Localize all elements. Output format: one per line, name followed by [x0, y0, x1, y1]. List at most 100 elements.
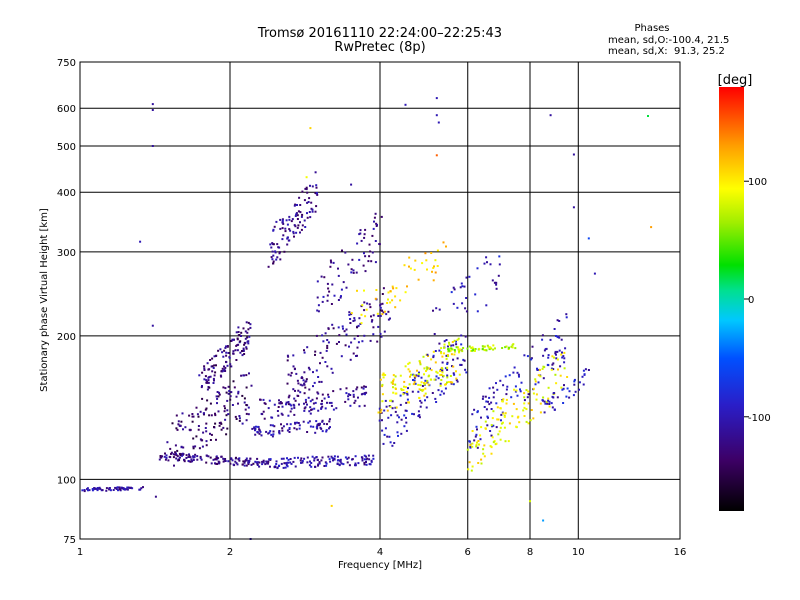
data-point — [389, 290, 392, 293]
data-point — [499, 438, 502, 441]
data-point — [353, 401, 356, 404]
data-point — [379, 332, 382, 335]
data-point — [298, 196, 301, 199]
data-point — [396, 414, 399, 417]
data-point — [280, 423, 282, 426]
data-point — [227, 352, 230, 354]
data-point — [215, 438, 217, 441]
data-point — [402, 393, 405, 396]
data-point — [332, 408, 335, 411]
data-point — [337, 267, 339, 270]
data-point — [556, 319, 559, 322]
data-point — [246, 331, 249, 334]
data-point — [480, 462, 483, 465]
data-point — [324, 332, 327, 335]
data-point — [124, 488, 127, 491]
data-point — [340, 462, 343, 465]
data-point — [210, 414, 213, 417]
data-point — [442, 374, 445, 377]
data-point — [446, 363, 449, 365]
data-point — [381, 419, 383, 422]
data-point — [313, 381, 316, 384]
data-point — [269, 458, 272, 461]
data-point — [254, 433, 257, 436]
data-point — [314, 171, 317, 174]
data-point — [232, 380, 235, 383]
data-point — [207, 379, 210, 382]
data-point — [483, 444, 486, 447]
data-point — [473, 408, 476, 411]
data-point — [284, 466, 287, 469]
data-point — [359, 232, 362, 235]
data-point — [554, 350, 557, 353]
data-point — [307, 396, 310, 399]
data-point — [544, 348, 547, 351]
data-point — [593, 272, 596, 275]
data-point — [310, 207, 313, 210]
data-point — [292, 354, 295, 357]
data-point — [244, 337, 247, 340]
data-point — [316, 309, 319, 312]
data-point — [308, 388, 311, 391]
data-point — [404, 409, 407, 412]
data-point — [358, 258, 361, 261]
data-point — [299, 231, 301, 234]
data-point — [404, 365, 407, 368]
data-point — [271, 242, 274, 245]
data-point — [449, 375, 452, 377]
data-point — [426, 368, 429, 371]
data-point — [379, 304, 382, 307]
data-point — [306, 212, 308, 215]
data-point — [349, 358, 352, 361]
data-point — [323, 397, 326, 400]
data-point — [250, 463, 253, 466]
data-point — [189, 456, 192, 459]
data-point — [486, 344, 489, 347]
data-point — [235, 418, 238, 420]
data-point — [293, 367, 296, 370]
data-point — [191, 415, 194, 418]
data-point — [181, 452, 184, 455]
data-point — [229, 395, 232, 398]
data-point — [237, 343, 240, 346]
data-point — [417, 278, 420, 281]
data-point — [536, 369, 539, 371]
data-point — [461, 302, 464, 305]
data-point — [490, 434, 493, 437]
data-point — [395, 406, 398, 409]
data-point — [237, 326, 240, 329]
data-point — [278, 432, 281, 435]
data-point — [438, 308, 441, 311]
data-point — [558, 336, 561, 339]
data-point — [245, 457, 248, 460]
data-point — [191, 460, 193, 463]
data-point — [179, 454, 182, 456]
data-point — [488, 387, 491, 390]
data-point — [542, 354, 545, 357]
data-point — [154, 495, 157, 498]
data-point — [317, 409, 320, 412]
data-point — [212, 458, 215, 461]
data-point — [329, 460, 332, 463]
data-point — [564, 347, 567, 350]
data-point — [292, 232, 295, 235]
data-point — [296, 204, 298, 206]
data-point — [243, 374, 246, 377]
data-point — [349, 404, 352, 407]
data-point — [403, 414, 406, 417]
data-point — [365, 455, 367, 458]
data-point — [439, 370, 442, 372]
data-point — [224, 418, 227, 421]
data-point — [435, 154, 438, 157]
data-point — [288, 427, 291, 429]
data-point — [458, 351, 460, 354]
data-point — [213, 379, 215, 382]
data-point — [326, 282, 329, 285]
data-point — [187, 456, 190, 458]
data-point — [552, 396, 555, 399]
data-point — [327, 287, 330, 290]
data-point — [339, 296, 342, 299]
data-point — [442, 241, 445, 244]
data-point — [283, 250, 286, 253]
data-point — [235, 344, 238, 347]
